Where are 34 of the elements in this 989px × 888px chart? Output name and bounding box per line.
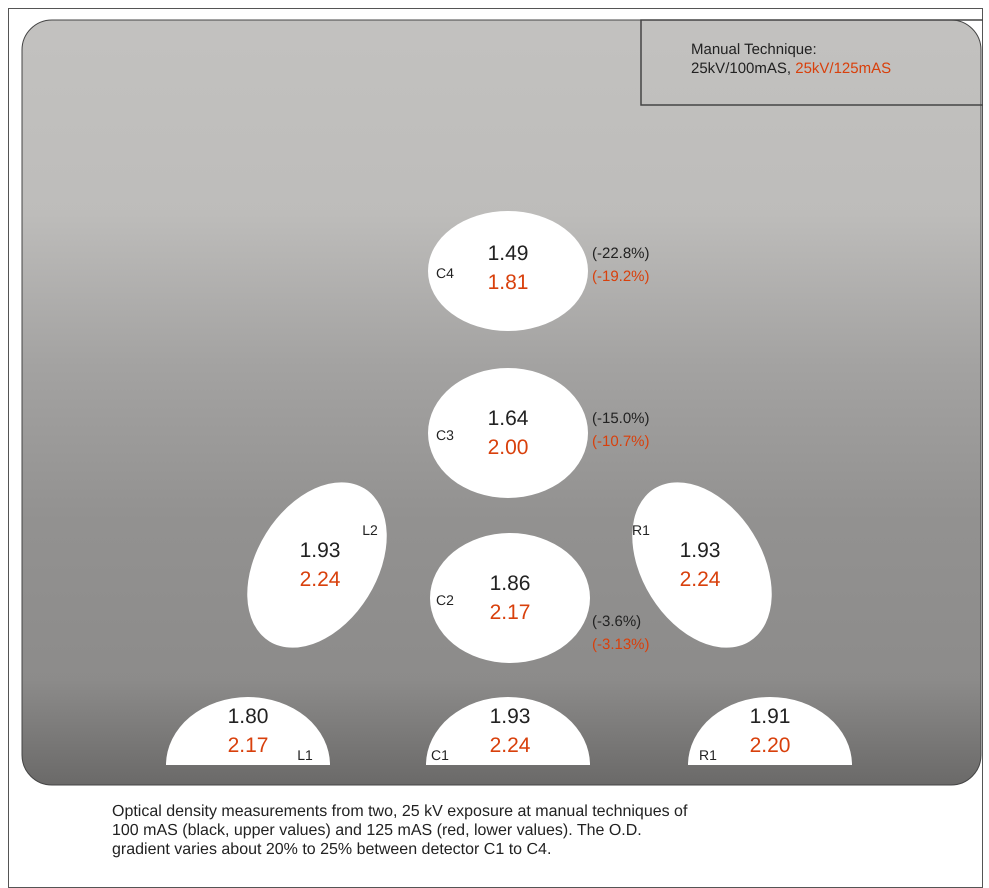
data-label: 1.49 — [488, 242, 528, 265]
text: (-22.8%) — [592, 245, 650, 262]
data-label: 2.24 — [300, 568, 341, 591]
category-label: R1 — [632, 522, 650, 538]
legend-title: Manual Technique: — [691, 41, 817, 58]
text: (-3.6%) — [592, 613, 642, 630]
data-label: 2.24 — [490, 734, 531, 757]
data-label: 1.93 — [300, 539, 340, 562]
category-label: C1 — [431, 747, 450, 763]
text: (-10.7%) — [592, 433, 650, 450]
data-label: 2.24 — [680, 568, 721, 591]
category-label: L2 — [362, 522, 378, 538]
data-label: 1.93 — [490, 705, 530, 728]
data-label: 1.80 — [228, 705, 268, 728]
data-label: 2.17 — [490, 601, 530, 624]
category-label: L1 — [297, 747, 313, 763]
data-label: 1.86 — [490, 572, 530, 595]
text: (-3.13%) — [592, 636, 650, 653]
data-label: 1.81 — [488, 271, 528, 294]
text: Optical density measurements from two, 25 kV exposure at manual techniques of 100 mAS (black, upper values) and 125 mAS (red, lower values). The O.D. gradient varies about 20% to 25% between detector C1 to C4. — [112, 803, 688, 858]
data-label: 2.00 — [488, 436, 528, 459]
category-label: C4 — [436, 265, 454, 281]
data-label: 1.64 — [488, 407, 529, 430]
data-label: 1.93 — [680, 539, 720, 562]
legend-label: 25kV/100mAS, — [691, 60, 792, 77]
text: (-19.2%) — [592, 268, 650, 285]
category-label: R1 — [699, 747, 718, 763]
legend-label: 25kV/125mAS — [791, 60, 892, 77]
category-label: C3 — [436, 427, 454, 443]
category-label: C2 — [436, 592, 454, 608]
text: (-15.0%) — [592, 410, 650, 427]
data-label: 2.17 — [228, 734, 268, 757]
data-label: 2.20 — [750, 734, 790, 757]
data-label: 1.91 — [750, 705, 790, 728]
